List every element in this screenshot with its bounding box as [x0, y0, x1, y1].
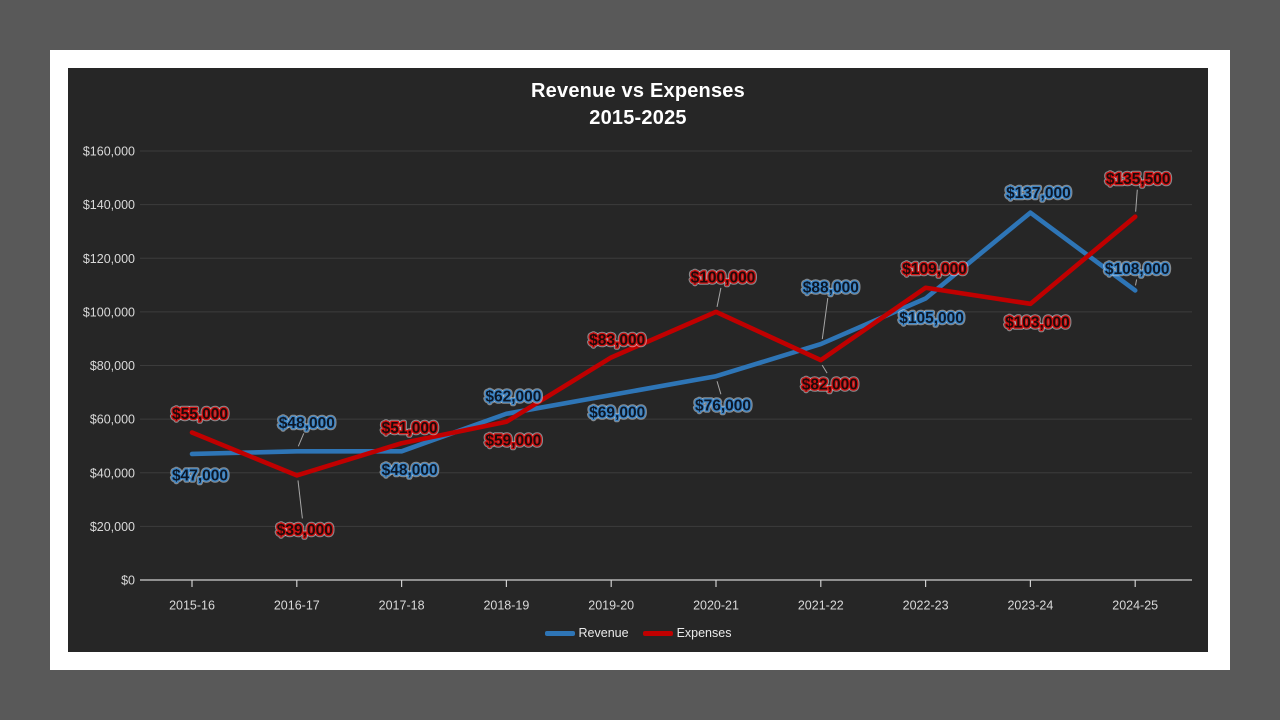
data-label: $48,000	[279, 415, 335, 432]
chart-title: Revenue vs Expenses 2015-2025	[68, 78, 1208, 132]
data-label: $103,000	[1005, 314, 1070, 331]
legend-item-revenue: Revenue	[544, 626, 629, 640]
data-label: $59,000	[485, 432, 541, 449]
y-tick-label: $160,000	[83, 145, 135, 159]
data-label-halo: $48,000	[382, 462, 438, 479]
data-labels-revenue: $47,000$47,000$48,000$48,000$48,000$48,0…	[170, 183, 1172, 487]
y-tick-label: $40,000	[90, 466, 135, 480]
data-label: $82,000	[802, 377, 858, 394]
y-tick-label: $20,000	[90, 520, 135, 534]
y-tick-label: $0	[121, 574, 135, 588]
data-label-halo: $88,000	[803, 280, 859, 297]
data-label-halo: $83,000	[589, 332, 645, 349]
data-label-halo: $137,000	[1006, 185, 1071, 202]
chart-legend: Revenue Expenses	[68, 623, 1208, 643]
x-tick-label: 2015-16	[169, 599, 215, 613]
data-label-halo: $48,000	[279, 415, 335, 432]
data-label-halo: $76,000	[695, 398, 751, 415]
x-tick-label: 2024-25	[1112, 599, 1158, 613]
legend-item-expenses: Expenses	[642, 626, 732, 640]
data-label: $48,000	[382, 462, 438, 479]
x-tick-label: 2023-24	[1007, 599, 1053, 613]
x-tick-label: 2019-20	[588, 599, 634, 613]
data-label: $137,000	[1006, 185, 1071, 202]
slide: Revenue vs Expenses 2015-2025 2015-16 201…	[50, 50, 1230, 670]
y-tick-label: $120,000	[83, 252, 135, 266]
data-label: $62,000	[485, 388, 541, 405]
data-label: $109,000	[902, 261, 967, 278]
y-tick-label: $60,000	[90, 413, 135, 427]
data-label-halo: $69,000	[589, 404, 645, 421]
data-label: $51,000	[382, 420, 438, 437]
data-label: $55,000	[172, 406, 228, 423]
data-label-halo: $109,000	[902, 261, 967, 278]
x-tick-label: 2021-22	[798, 599, 844, 613]
data-label: $39,000	[277, 522, 333, 539]
legend-revenue-label: Revenue	[578, 626, 629, 640]
line-chart-plot: 2015-16 2016-17 2017-18 2018-19 2019-20 2020-…	[83, 145, 1192, 613]
x-tick-label: 2018-19	[483, 599, 529, 613]
series-line-revenue	[189, 210, 1138, 457]
label-leader-lines	[297, 189, 1138, 519]
revenue-expenses-chart[interactable]: Revenue vs Expenses 2015-2025 2015-16 201…	[68, 68, 1208, 652]
data-label-halo: $82,000	[802, 377, 858, 394]
data-label-halo: $59,000	[485, 432, 541, 449]
data-labels-expenses: $55,000$55,000$39,000$39,000$51,000$51,0…	[170, 169, 1173, 541]
data-label: $135,500	[1106, 171, 1171, 188]
data-label-halo: $47,000	[172, 467, 228, 484]
data-label-halo: $51,000	[382, 420, 438, 437]
y-tick-label: $80,000	[90, 359, 135, 373]
legend-expenses-label: Expenses	[676, 626, 732, 640]
data-label-halo: $105,000	[899, 310, 964, 327]
x-tick-label: 2016-17	[274, 599, 320, 613]
legend-expenses-swatch	[642, 630, 673, 636]
data-label-halo: $39,000	[277, 522, 333, 539]
y-axis: $0 $20,000 $40,000 $60,000 $80,000 $100,000 $1…	[83, 145, 135, 588]
x-tick-label: 2022-23	[903, 599, 949, 613]
data-label-halo: $135,500	[1106, 171, 1171, 188]
x-axis: 2015-16 2016-17 2017-18 2018-19 2019-20 2020-…	[140, 579, 1192, 613]
data-label: $108,000	[1105, 261, 1170, 278]
data-label-halo: $108,000	[1105, 261, 1170, 278]
y-tick-label: $140,000	[83, 198, 135, 212]
x-tick-label: 2017-18	[379, 599, 425, 613]
x-tick-label: 2020-21	[693, 599, 739, 613]
data-label-halo: $100,000	[691, 269, 756, 286]
data-label: $83,000	[589, 332, 645, 349]
series-line-expenses	[189, 214, 1138, 478]
data-label: $88,000	[803, 280, 859, 297]
data-label-halo: $55,000	[172, 406, 228, 423]
data-label: $100,000	[691, 269, 756, 286]
data-label: $47,000	[172, 467, 228, 484]
data-label-halo: $62,000	[485, 388, 541, 405]
data-label: $69,000	[589, 404, 645, 421]
chart-title-line1: Revenue vs Expenses	[531, 80, 745, 102]
data-label: $105,000	[899, 310, 964, 327]
gridlines	[140, 150, 1192, 527]
data-label: $76,000	[695, 398, 751, 415]
legend-revenue-swatch	[544, 630, 575, 636]
chart-title-line2: 2015-2025	[589, 107, 687, 129]
y-tick-label: $100,000	[83, 305, 135, 319]
data-label-halo: $103,000	[1005, 314, 1070, 331]
